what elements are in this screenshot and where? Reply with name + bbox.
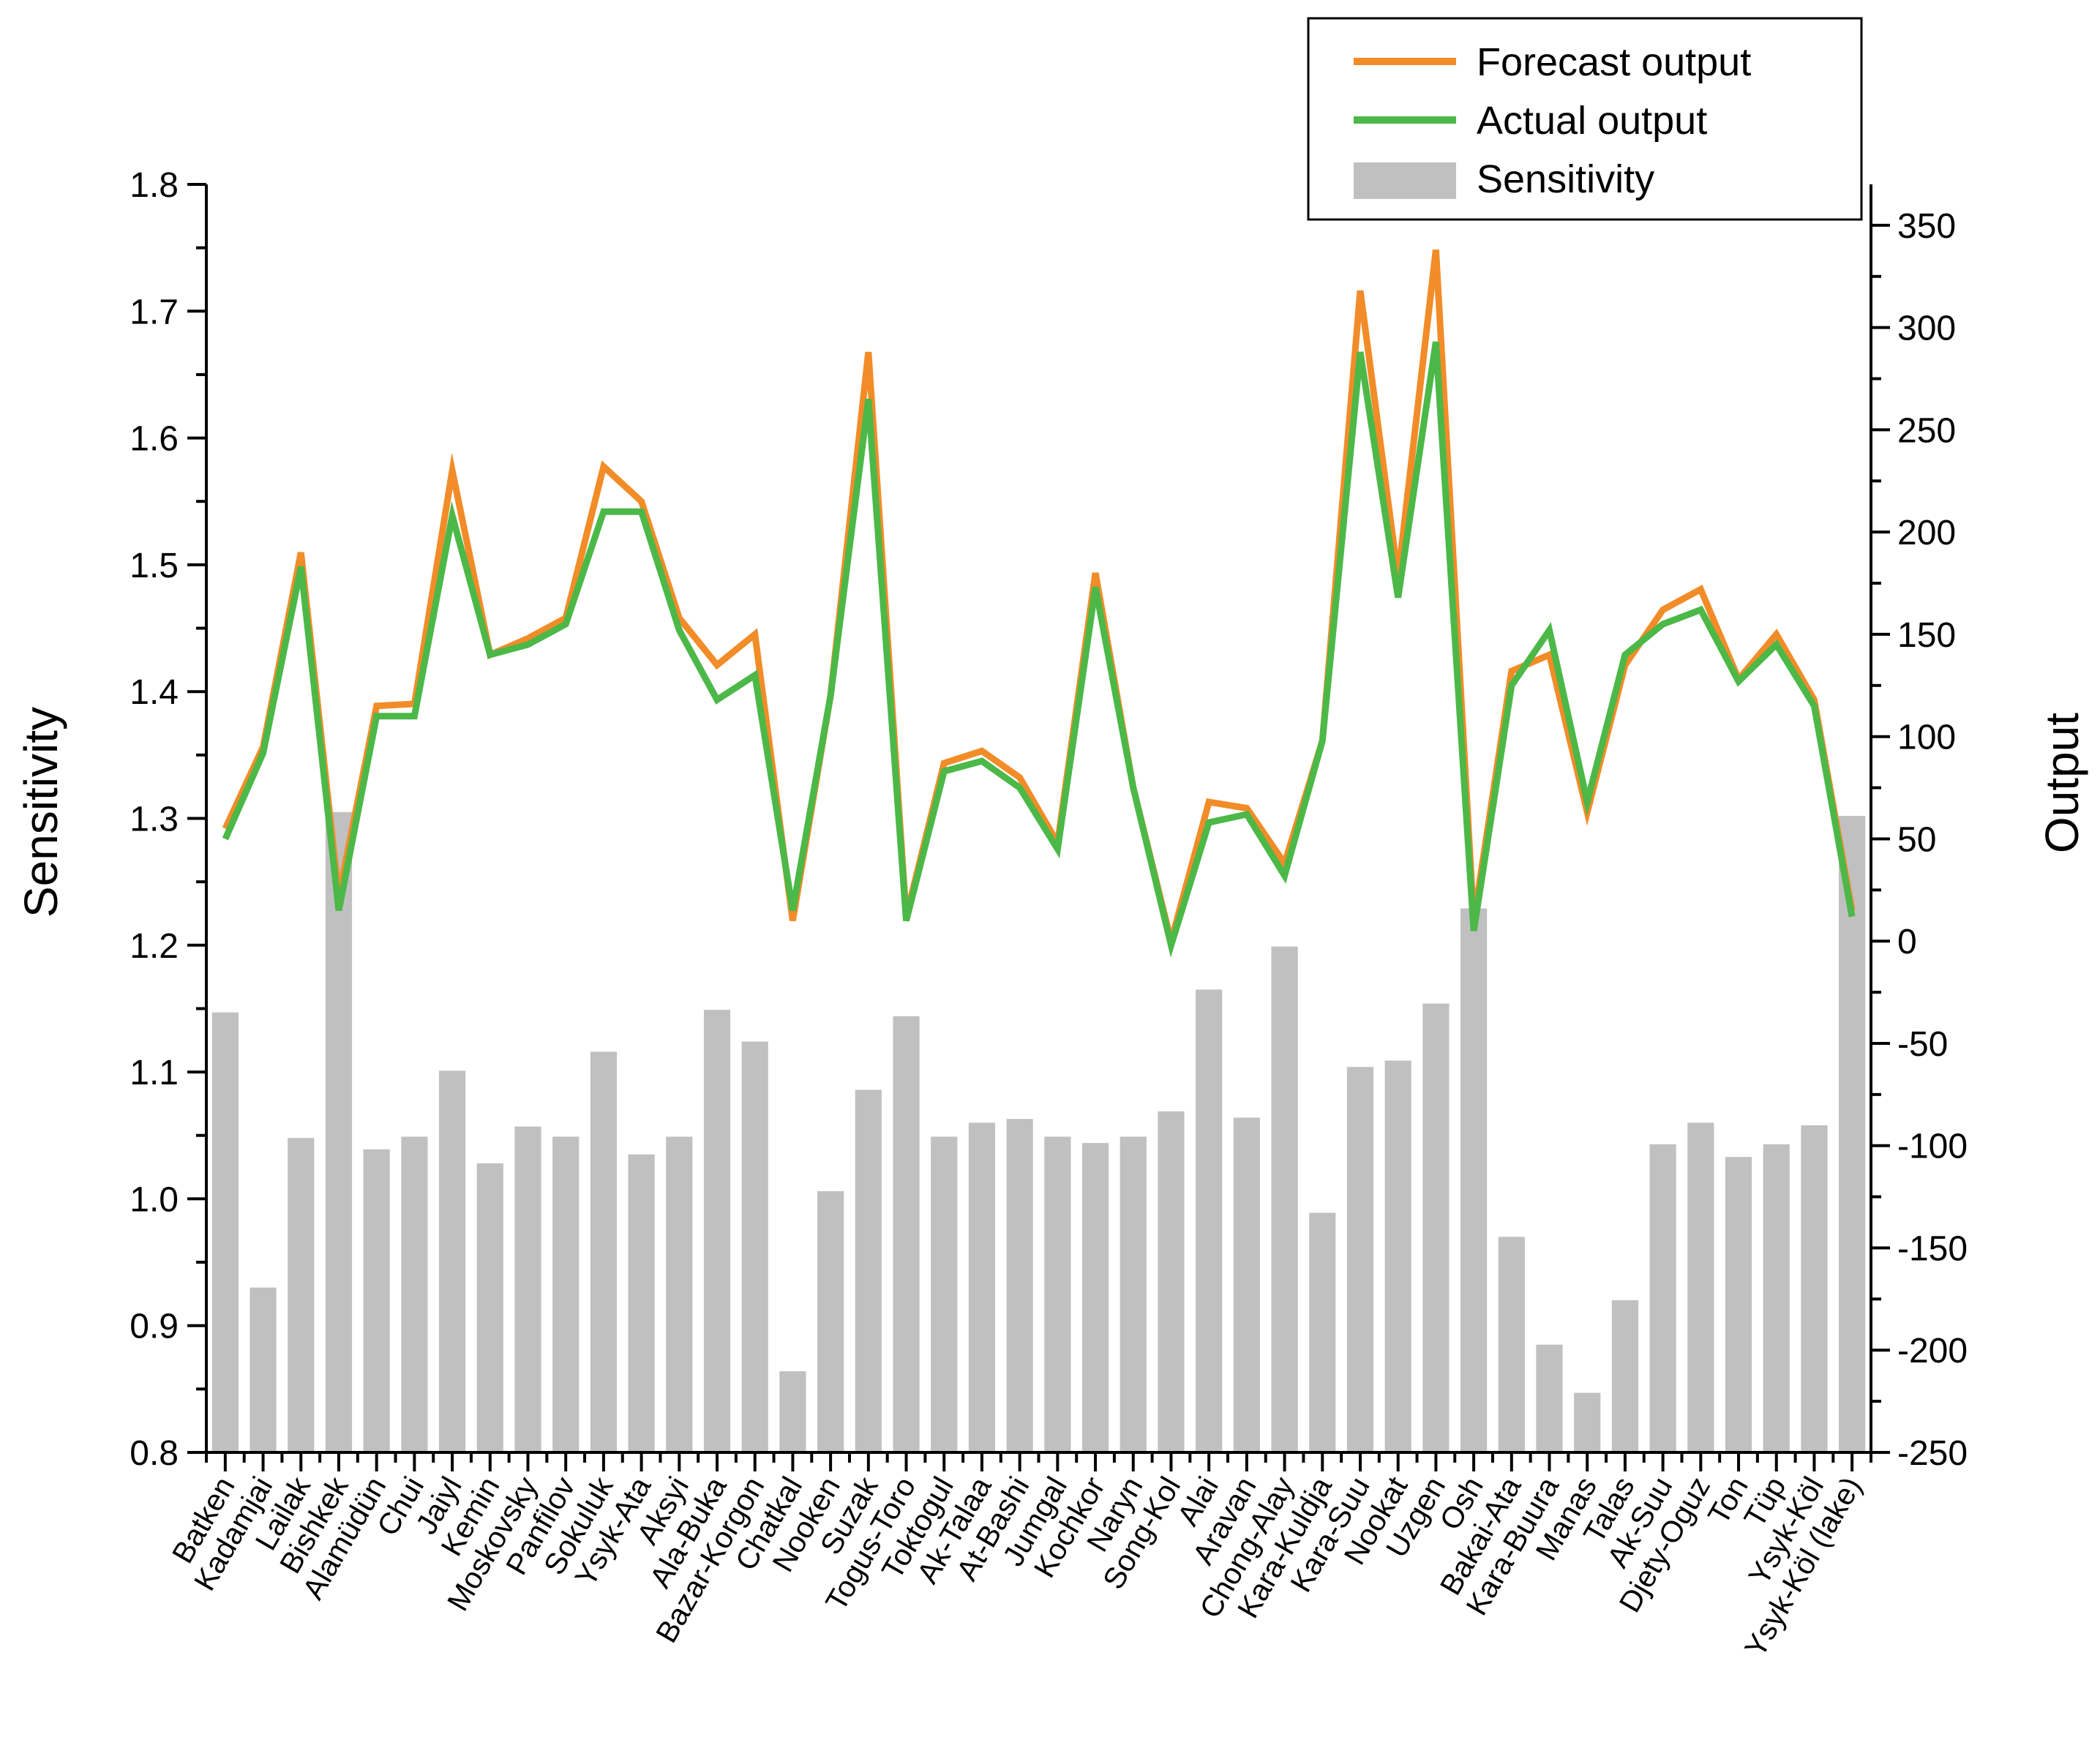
sensitivity-bar — [1309, 1212, 1336, 1452]
y-left-tick-label: 1.1 — [130, 1054, 179, 1092]
sensitivity-bar — [817, 1191, 844, 1452]
sensitivity-bar — [1801, 1125, 1828, 1452]
legend-sensitivity-label: Sensitivity — [1477, 157, 1654, 201]
sensitivity-bar — [1498, 1237, 1525, 1452]
sensitivity-bar — [288, 1138, 315, 1452]
y-axis-right-title: Output — [2036, 713, 2088, 853]
sensitivity-bar — [968, 1122, 996, 1452]
sensitivity-bar — [401, 1136, 428, 1452]
sensitivity-bar — [476, 1163, 503, 1452]
y-left-tick-label: 1.6 — [130, 420, 179, 459]
y-right-tick-label: -50 — [1897, 1025, 1948, 1064]
output-lines — [222, 249, 1856, 958]
sensitivity-bar — [514, 1126, 541, 1452]
sensitivity-bar — [211, 1012, 239, 1452]
sensitivity-bar — [1611, 1300, 1639, 1452]
sensitivity-bar — [1687, 1122, 1714, 1452]
sensitivity-bar — [590, 1051, 617, 1452]
y-right-tick-label: 200 — [1897, 514, 1956, 552]
sensitivity-bar — [1536, 1344, 1563, 1452]
sensitivity-bar — [1044, 1136, 1071, 1452]
sensitivity-bar — [1574, 1392, 1601, 1452]
sensitivity-bar — [666, 1136, 693, 1452]
sensitivity-bar — [1384, 1060, 1411, 1452]
y-right-tick-label: 350 — [1897, 207, 1956, 246]
sensitivity-bar — [1196, 989, 1223, 1452]
sensitivity-bars — [211, 811, 1866, 1452]
y-left-tick-label: 0.8 — [130, 1434, 179, 1473]
y-left-tick-label: 1.2 — [130, 927, 179, 966]
category-labels: BatkenKadamjaiLailakBishkekAlamüdünChuiJ… — [165, 1471, 1868, 1662]
sensitivity-bar — [325, 811, 353, 1452]
sensitivity-bar — [1006, 1119, 1033, 1452]
y-right-tick-label: 0 — [1897, 923, 1917, 961]
sensitivity-bar — [250, 1287, 277, 1452]
y-left-tick-label: 1.0 — [130, 1180, 179, 1219]
y-left-tick-label: 1.3 — [130, 800, 179, 839]
sensitivity-bar — [1346, 1067, 1374, 1452]
sensitivity-bar — [1081, 1143, 1109, 1452]
sensitivity-bar — [1271, 946, 1298, 1452]
y-right-tick-label: -200 — [1897, 1332, 1968, 1370]
sensitivity-bar — [438, 1070, 466, 1452]
sensitivity-bar — [1422, 1003, 1450, 1452]
forecast-output-line — [222, 249, 1856, 955]
y-right-tick-label: 100 — [1897, 719, 1956, 757]
sensitivity-bar — [1763, 1144, 1790, 1452]
sensitivity-bar — [1120, 1136, 1147, 1452]
sensitivity-bar — [741, 1041, 768, 1452]
y-left-tick-label: 1.7 — [130, 293, 179, 331]
y-right-tick-label: 250 — [1897, 411, 1956, 450]
sensitivity-bar — [703, 1010, 731, 1452]
sensitivity-bar — [855, 1089, 882, 1452]
legend: Forecast output Actual output Sensitivit… — [1307, 17, 1863, 221]
sensitivity-bar — [1649, 1144, 1676, 1452]
legend-sensitivity-swatch — [1354, 162, 1456, 199]
sensitivity-bar — [893, 1016, 920, 1452]
y-right-tick-label: 300 — [1897, 310, 1956, 348]
sensitivity-bar — [628, 1154, 655, 1452]
actual-output-line — [222, 341, 1856, 958]
sensitivity-bar — [1460, 908, 1488, 1452]
y-right-tick-label: 150 — [1897, 616, 1956, 655]
sensitivity-bar — [779, 1371, 806, 1452]
sensitivity-bar — [1233, 1117, 1260, 1452]
sensitivity-bar — [552, 1136, 580, 1452]
y-left-tick-label: 1.4 — [130, 673, 179, 712]
y-left-tick-label: 1.8 — [130, 166, 179, 205]
y-right-tick-label: 50 — [1897, 820, 1936, 859]
sensitivity-bar — [363, 1149, 390, 1452]
sensitivity-bar — [931, 1136, 958, 1452]
y-right-tick-label: -150 — [1897, 1229, 1968, 1268]
y-axis-left-title: Sensitivity — [15, 707, 67, 918]
y-right-tick-label: -100 — [1897, 1128, 1968, 1166]
y-right-tick-label: -250 — [1897, 1434, 1968, 1473]
ticks: 0.8 0.9 1.0 1.1 1.2 1.3 1.4 1.5 1.6 1.7 1.8 -250 -20… — [130, 166, 1968, 1473]
sensitivity-bar — [1839, 816, 1866, 1452]
sensitivity-bar — [1725, 1157, 1752, 1452]
legend-forecast-label: Forecast output — [1477, 40, 1751, 84]
legend-actual-label: Actual output — [1477, 99, 1707, 143]
y-left-tick-label: 0.9 — [130, 1308, 179, 1346]
sensitivity-bar — [1158, 1111, 1185, 1452]
y-left-tick-label: 1.5 — [130, 547, 179, 585]
